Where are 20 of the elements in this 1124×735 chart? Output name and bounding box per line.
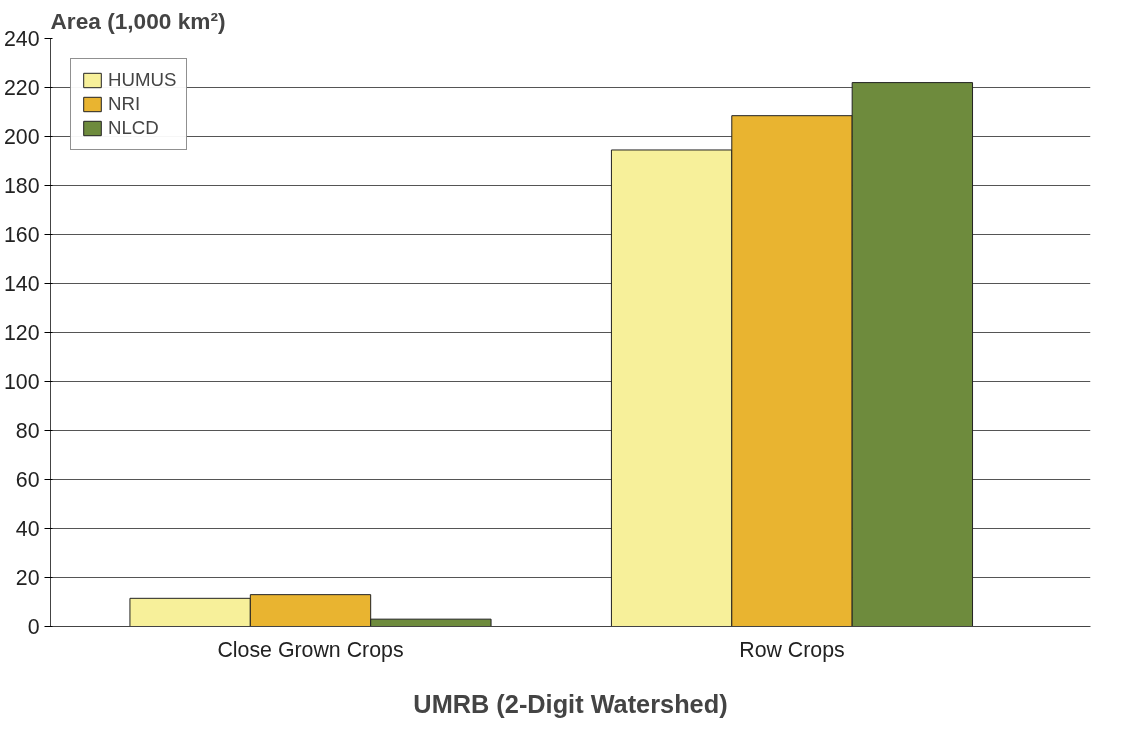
x-tick-label: Row Crops	[739, 637, 845, 662]
y-tick-label: 0	[27, 615, 40, 639]
y-tick-label: 40	[15, 517, 40, 541]
y-axis-title: Area (1,000 km²)	[50, 7, 226, 34]
y-tick-label: 140	[3, 272, 40, 296]
y-tick-label: 100	[3, 370, 40, 394]
y-tick-label: 80	[15, 419, 40, 443]
x-axis-title: UMRB (2-Digit Watershed)	[413, 689, 728, 718]
legend-label: HUMUS	[108, 69, 177, 91]
y-tick-label: 160	[3, 223, 40, 247]
y-tick-label: 60	[15, 468, 40, 492]
legend-label: NRI	[108, 93, 141, 115]
y-tick-label: 200	[3, 125, 40, 149]
y-tick-label: 20	[15, 566, 40, 590]
y-tick-label: 240	[3, 27, 40, 51]
y-tick-label: 220	[3, 76, 40, 100]
y-tick-label: 180	[3, 174, 40, 198]
legend-label: NLCD	[108, 117, 159, 139]
y-tick-label: 120	[3, 321, 40, 345]
x-tick-label: Close Grown Crops	[217, 637, 404, 662]
